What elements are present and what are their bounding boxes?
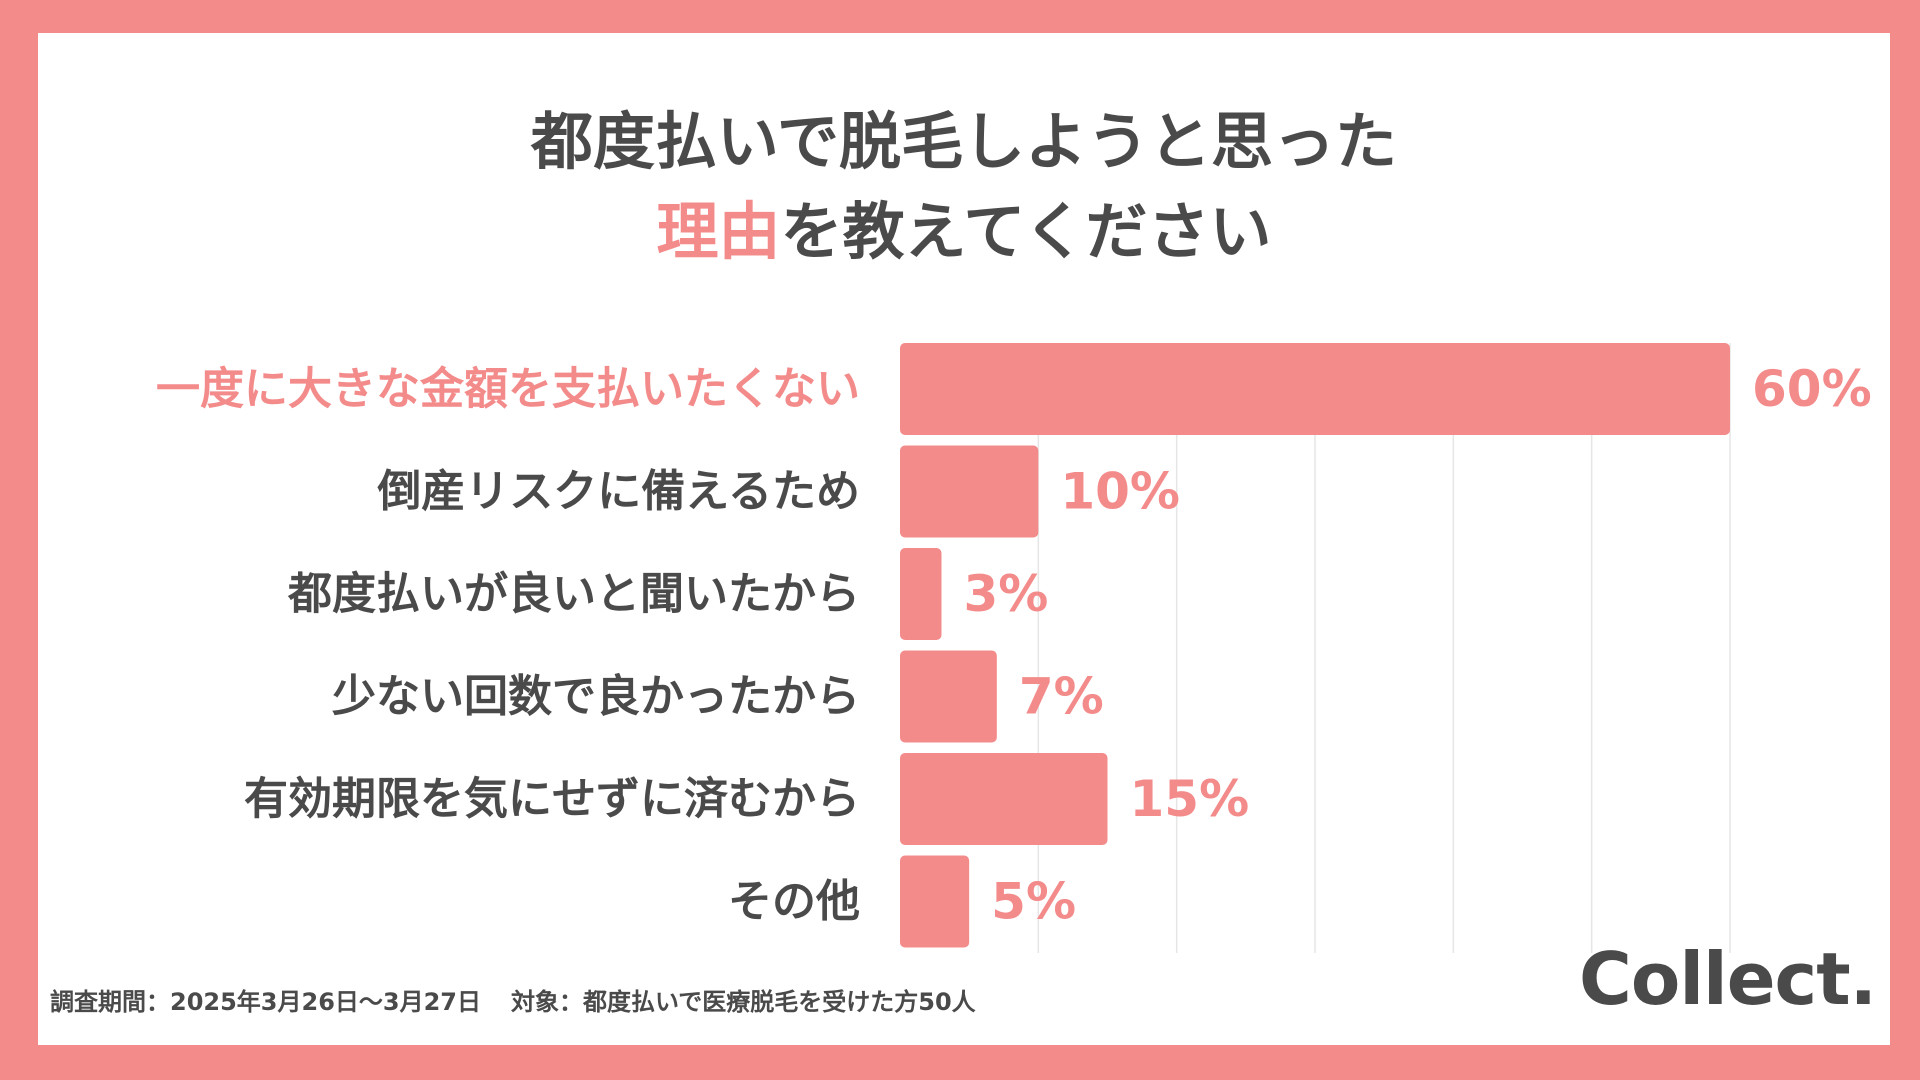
category-label: その他	[728, 876, 860, 927]
bar	[900, 548, 942, 640]
value-label: 5%	[991, 873, 1076, 931]
survey-period: 調査期間：2025年3月26日〜3月27日	[50, 988, 481, 1016]
category-label: 都度払いが良いと聞いたから	[287, 569, 860, 620]
category-label: 有効期限を気にせずに済むから	[244, 774, 860, 825]
bar	[900, 855, 970, 948]
bar	[900, 445, 1039, 538]
survey-target: 対象：都度払いで医療脱毛を受けた方50人	[511, 988, 976, 1016]
category-label: 倒産リスクに備えるため	[376, 466, 860, 517]
category-label: 一度に大きな金額を支払いたくない	[156, 364, 860, 415]
category-label: 少ない回数で良かったから	[332, 671, 860, 722]
value-label: 3%	[964, 565, 1049, 623]
bar-chart: 一度に大きな金額を支払いたくない 60% 倒産リスクに備えるため 10% 都度払いが良い…	[156, 343, 1872, 953]
bar	[900, 343, 1730, 435]
value-label: 15%	[1130, 770, 1250, 828]
bar	[900, 753, 1108, 845]
value-label: 60%	[1752, 360, 1872, 418]
chart-title-line2: 理由を教えてください	[38, 201, 1890, 263]
chart-card: 都度払いで脱毛しようと思った 理由を教えてください 一度に大きな金額を支払いたく…	[38, 33, 1890, 1045]
title-accent-text: 理由	[656, 195, 781, 268]
value-label: 10%	[1060, 463, 1180, 521]
title-text-2: を教えてください	[780, 195, 1272, 268]
brand-logo: Collect.	[1579, 937, 1877, 1021]
chart-title-line1: 都度払いで脱毛しようと思った	[38, 111, 1890, 173]
value-label: 7%	[1019, 668, 1104, 726]
title-text-1: 都度払いで脱毛しようと思った	[530, 105, 1398, 178]
survey-footer: 調査期間：2025年3月26日〜3月27日 対象：都度払いで医療脱毛を受けた方50…	[50, 982, 976, 1017]
bar	[900, 650, 997, 743]
